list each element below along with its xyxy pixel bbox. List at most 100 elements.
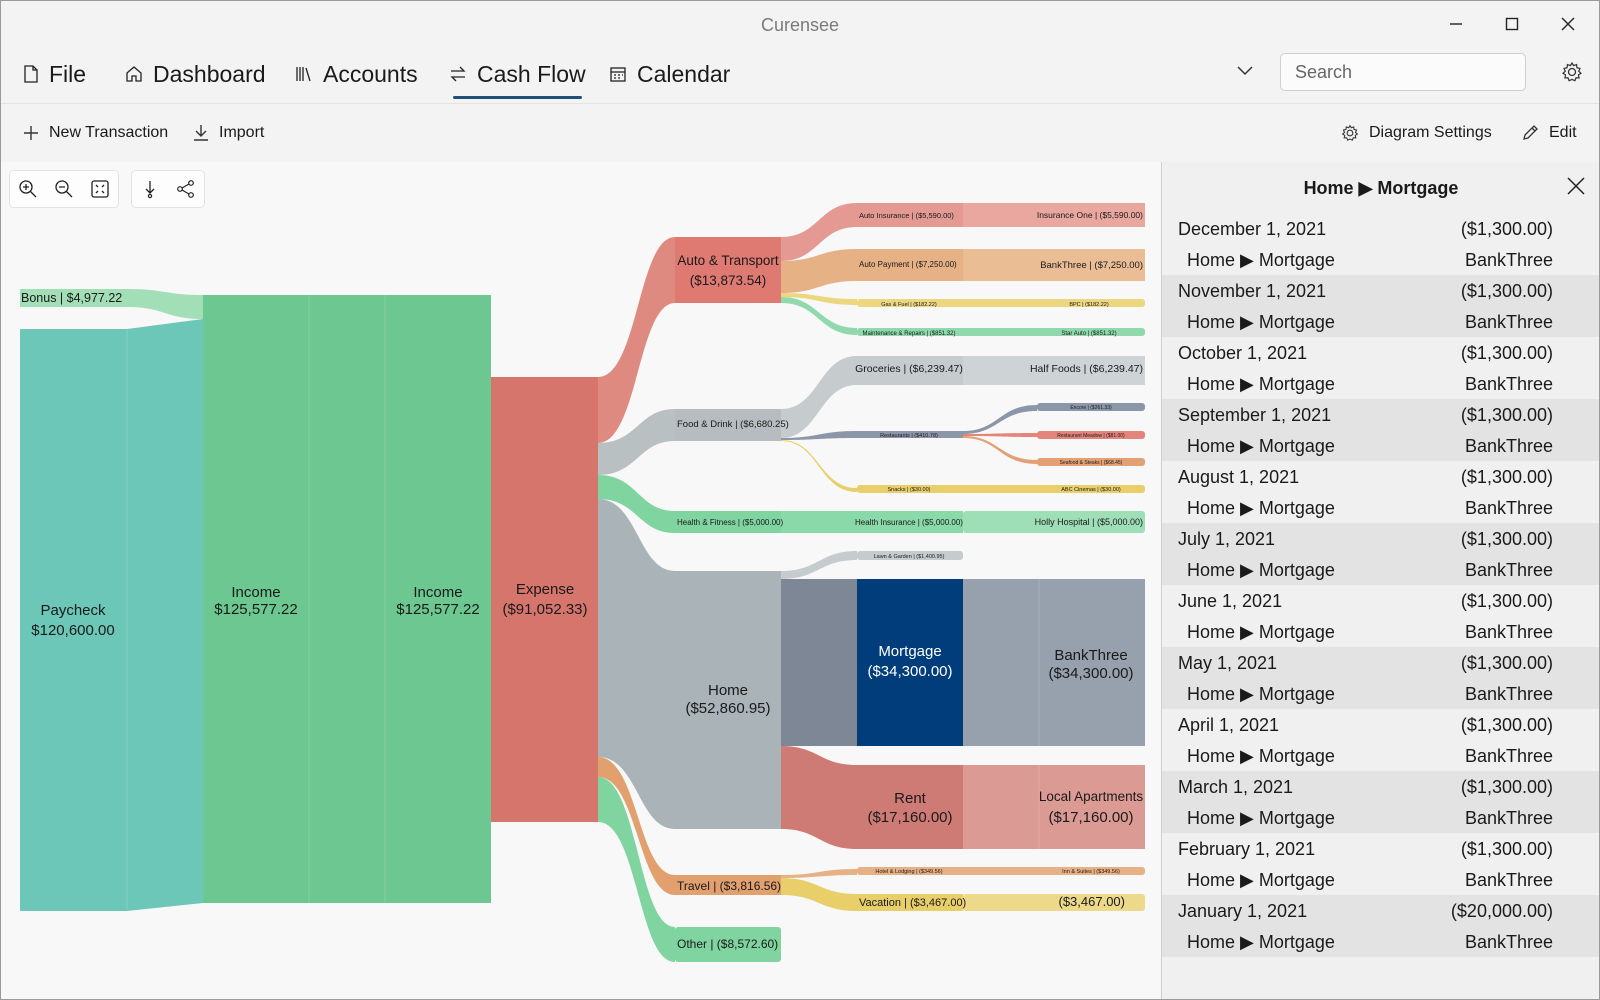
flow-expense-travel[interactable] bbox=[598, 757, 675, 895]
transaction-row[interactable]: June 1, 2021 ($1,300.00) Home ▶ Mortgage Ba… bbox=[1162, 585, 1599, 647]
transaction-row[interactable]: November 1, 2021 ($1,300.00) Home ▶ Mortga… bbox=[1162, 275, 1599, 337]
transaction-row[interactable]: March 1, 2021 ($1,300.00) Home ▶ Mortgage B… bbox=[1162, 771, 1599, 833]
flow-food-groceries[interactable] bbox=[781, 356, 857, 438]
expand-down-button[interactable] bbox=[132, 171, 168, 207]
node-income-2[interactable] bbox=[385, 295, 491, 903]
flow-income-link[interactable] bbox=[309, 295, 385, 903]
node-rent[interactable] bbox=[857, 765, 963, 849]
flow-home-rent[interactable] bbox=[781, 746, 857, 849]
sankey-canvas[interactable]: Bonus | $4,977.22 Paycheck $120,600.00 I… bbox=[1, 162, 1161, 999]
node-gas[interactable] bbox=[857, 299, 1145, 307]
flow-auto-gas[interactable] bbox=[781, 293, 857, 305]
label-bpc: BPC | ($182.22) bbox=[1069, 302, 1109, 308]
node-expense[interactable] bbox=[491, 377, 598, 822]
nav-dashboard[interactable]: Dashboard bbox=[125, 57, 266, 91]
node-other[interactable] bbox=[675, 927, 781, 962]
flow-home-lawn[interactable] bbox=[781, 551, 857, 579]
node-health-ins[interactable] bbox=[781, 511, 963, 533]
node-groceries[interactable] bbox=[857, 356, 963, 385]
nav-overflow-button[interactable] bbox=[1235, 63, 1255, 82]
flow-ins-one[interactable] bbox=[963, 203, 1145, 227]
flow-expense-health[interactable] bbox=[598, 475, 675, 533]
node-auto-payment[interactable] bbox=[857, 249, 963, 281]
node-health[interactable] bbox=[675, 511, 781, 533]
node-mortgage[interactable] bbox=[857, 579, 963, 746]
flow-expense-other[interactable] bbox=[598, 777, 675, 962]
label-mortgage-name[interactable]: Mortgage bbox=[878, 643, 941, 660]
label-mortgage-amt[interactable]: ($34,300.00) bbox=[867, 663, 952, 680]
minimize-button[interactable] bbox=[1433, 9, 1479, 39]
node-encore[interactable] bbox=[1037, 403, 1145, 411]
flow-food-restaurants[interactable] bbox=[781, 431, 857, 440]
node-snacks[interactable] bbox=[857, 485, 1145, 493]
flow-home-mortgage[interactable] bbox=[781, 579, 857, 746]
node-travel[interactable] bbox=[675, 875, 781, 895]
edit-button[interactable]: Edit bbox=[1521, 120, 1577, 146]
nav-file[interactable]: File bbox=[23, 57, 86, 91]
node-restaurants[interactable] bbox=[857, 431, 963, 438]
node-home[interactable] bbox=[675, 571, 781, 829]
node-maint[interactable] bbox=[857, 328, 1145, 336]
node-hotel[interactable] bbox=[857, 867, 1145, 875]
node-paycheck[interactable] bbox=[20, 329, 127, 911]
transaction-row[interactable]: July 1, 2021 ($1,300.00) Home ▶ Mortgage Ba… bbox=[1162, 523, 1599, 585]
flow-bonus-income[interactable] bbox=[127, 289, 203, 319]
arrow-down-icon bbox=[145, 181, 155, 199]
transaction-row[interactable]: September 1, 2021 ($1,300.00) Home ▶ Mortg… bbox=[1162, 399, 1599, 461]
flow-travel-hotel[interactable] bbox=[781, 869, 857, 878]
diagram-settings-button[interactable]: Diagram Settings bbox=[1341, 120, 1492, 146]
flow-paycheck-income[interactable] bbox=[127, 319, 203, 911]
fit-to-screen-button[interactable] bbox=[82, 171, 118, 207]
nav-accounts[interactable]: Accounts bbox=[295, 57, 418, 91]
maximize-button[interactable] bbox=[1489, 9, 1535, 39]
flow-mortgage-bankthree[interactable] bbox=[963, 579, 1039, 746]
flow-rent-local[interactable] bbox=[963, 765, 1039, 849]
label-bankthree-amt: ($34,300.00) bbox=[1048, 665, 1133, 682]
flow-auto-maint[interactable] bbox=[781, 297, 857, 335]
transaction-row[interactable]: April 1, 2021 ($1,300.00) Home ▶ Mortgage B… bbox=[1162, 709, 1599, 771]
flow-auto-payment[interactable] bbox=[781, 249, 857, 293]
nav-cash-flow[interactable]: Cash Flow bbox=[449, 57, 586, 99]
flow-expense-auto[interactable] bbox=[598, 237, 675, 443]
flow-expense-home[interactable] bbox=[598, 499, 675, 829]
node-bonus[interactable] bbox=[20, 289, 127, 307]
node-lawn[interactable] bbox=[857, 551, 963, 560]
flow-auto-insurance[interactable] bbox=[781, 203, 857, 261]
search-input[interactable] bbox=[1293, 60, 1529, 84]
import-button[interactable]: Import bbox=[193, 120, 264, 146]
transaction-row[interactable]: October 1, 2021 ($1,300.00) Home ▶ Mortgag… bbox=[1162, 337, 1599, 399]
settings-button[interactable] bbox=[1561, 61, 1583, 88]
transaction-row[interactable]: January 1, 2021 ($20,000.00) Home ▶ Mortga… bbox=[1162, 895, 1599, 957]
flow-bankthree-auto[interactable] bbox=[963, 249, 1145, 281]
node-income-1[interactable] bbox=[203, 295, 309, 903]
node-holly[interactable] bbox=[963, 511, 1145, 533]
close-panel-button[interactable] bbox=[1566, 176, 1586, 201]
node-auto[interactable] bbox=[675, 237, 781, 303]
node-food[interactable] bbox=[675, 409, 781, 441]
share-button[interactable] bbox=[168, 171, 204, 207]
node-local-apartments[interactable] bbox=[1039, 765, 1145, 849]
transaction-date: October 1, 2021 bbox=[1178, 343, 1308, 363]
node-vacation-end[interactable] bbox=[963, 894, 1145, 911]
search-box[interactable] bbox=[1280, 53, 1529, 91]
node-auto-insurance[interactable] bbox=[857, 203, 963, 227]
transaction-row[interactable]: May 1, 2021 ($1,300.00) Home ▶ Mortgage Ban… bbox=[1162, 647, 1599, 709]
node-rest-meadow[interactable] bbox=[1037, 431, 1145, 439]
new-transaction-button[interactable]: New Transaction bbox=[23, 120, 168, 146]
transaction-row[interactable]: August 1, 2021 ($1,300.00) Home ▶ Mortgage… bbox=[1162, 461, 1599, 523]
close-window-button[interactable] bbox=[1545, 9, 1591, 39]
node-bankthree[interactable] bbox=[1039, 579, 1145, 746]
node-seafood[interactable] bbox=[1037, 458, 1145, 466]
flow-travel-vacation[interactable] bbox=[781, 878, 857, 911]
flow-food-snacks[interactable] bbox=[781, 440, 857, 492]
node-vacation[interactable] bbox=[857, 894, 963, 911]
transaction-row[interactable]: February 1, 2021 ($1,300.00) Home ▶ Mortga… bbox=[1162, 833, 1599, 895]
nav-calendar[interactable]: Calendar bbox=[609, 57, 730, 91]
zoom-in-button[interactable] bbox=[10, 171, 46, 207]
flow-half-foods[interactable] bbox=[963, 356, 1145, 385]
transaction-row[interactable]: December 1, 2021 ($1,300.00) Home ▶ Mortga… bbox=[1162, 213, 1599, 275]
sankey-diagram[interactable]: Bonus | $4,977.22 Paycheck $120,600.00 I… bbox=[1, 162, 1161, 999]
title-bar: Curensee bbox=[1, 1, 1599, 47]
zoom-out-button[interactable] bbox=[46, 171, 82, 207]
flow-expense-food[interactable] bbox=[598, 409, 675, 475]
